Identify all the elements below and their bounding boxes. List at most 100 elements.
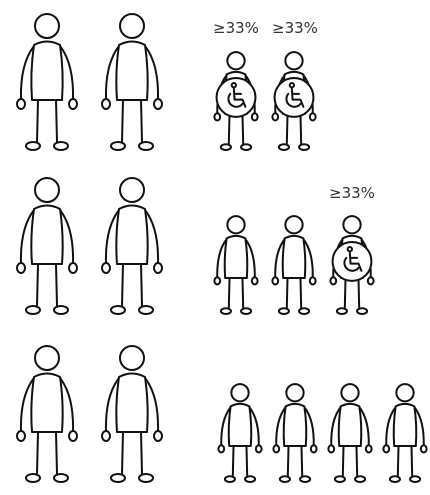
foot — [390, 476, 400, 482]
foot — [225, 476, 235, 482]
head — [120, 14, 144, 38]
hand — [214, 113, 220, 120]
diagram: ≥33% ≥33% ≥33% — [0, 0, 430, 495]
hand — [272, 277, 278, 284]
head — [120, 346, 144, 370]
foot — [54, 306, 68, 314]
leg — [300, 278, 301, 308]
leg — [229, 114, 230, 144]
disability-label: ≥33% — [272, 19, 318, 37]
hand — [69, 99, 77, 109]
leg — [229, 278, 230, 308]
foot — [111, 142, 125, 150]
foot — [54, 142, 68, 150]
hand — [272, 113, 278, 120]
hand — [154, 99, 162, 109]
head — [285, 216, 302, 233]
leg — [343, 446, 344, 476]
hand — [69, 263, 77, 273]
leg — [242, 278, 243, 308]
leg — [37, 432, 38, 474]
hand — [368, 277, 374, 284]
person — [17, 178, 77, 314]
hand — [252, 113, 258, 120]
foot — [139, 474, 153, 482]
leg — [122, 264, 123, 306]
hand — [252, 277, 258, 284]
leg — [345, 278, 346, 308]
foot — [111, 474, 125, 482]
hand — [366, 445, 372, 452]
torso — [339, 404, 362, 446]
leg — [37, 100, 38, 142]
torso — [31, 374, 62, 433]
foot — [355, 476, 365, 482]
foot — [410, 476, 420, 482]
person — [328, 384, 371, 482]
head — [285, 52, 302, 69]
leg — [287, 114, 288, 144]
foot — [26, 142, 40, 150]
foot — [241, 308, 251, 314]
foot — [279, 144, 289, 150]
leg — [141, 100, 142, 142]
head — [35, 14, 59, 38]
torso — [225, 236, 248, 278]
hand — [154, 263, 162, 273]
person — [102, 14, 162, 150]
torso — [31, 42, 62, 101]
hand — [330, 277, 336, 284]
leg — [141, 264, 142, 306]
torso — [31, 206, 62, 265]
foot — [299, 308, 309, 314]
head — [343, 216, 360, 233]
leg — [398, 446, 399, 476]
head — [35, 178, 59, 202]
hand — [17, 99, 25, 109]
torso — [394, 404, 417, 446]
foot — [139, 142, 153, 150]
leg — [358, 278, 359, 308]
torso — [116, 206, 147, 265]
leg — [300, 114, 301, 144]
foot — [299, 144, 309, 150]
foot — [26, 306, 40, 314]
person — [272, 52, 315, 150]
foot — [54, 474, 68, 482]
foot — [139, 306, 153, 314]
hand — [328, 445, 334, 452]
hand — [69, 431, 77, 441]
person — [272, 216, 315, 314]
hand — [311, 445, 317, 452]
hand — [102, 99, 110, 109]
head — [227, 216, 244, 233]
foot — [280, 476, 290, 482]
leg — [141, 432, 142, 474]
foot — [221, 308, 231, 314]
hand — [421, 445, 427, 452]
person — [17, 346, 77, 482]
leg — [288, 446, 289, 476]
person — [214, 216, 257, 314]
hand — [310, 277, 316, 284]
person — [17, 14, 77, 150]
foot — [26, 474, 40, 482]
head — [120, 178, 144, 202]
person — [102, 346, 162, 482]
foot — [300, 476, 310, 482]
leg — [411, 446, 412, 476]
torso — [116, 374, 147, 433]
leg — [356, 446, 357, 476]
head — [341, 384, 358, 401]
torso — [116, 42, 147, 101]
person — [102, 178, 162, 314]
hand — [214, 277, 220, 284]
foot — [221, 144, 231, 150]
leg — [122, 100, 123, 142]
hand — [17, 263, 25, 273]
hand — [383, 445, 389, 452]
disability-label: ≥33% — [329, 184, 375, 202]
head — [396, 384, 413, 401]
person — [214, 52, 257, 150]
head — [35, 346, 59, 370]
